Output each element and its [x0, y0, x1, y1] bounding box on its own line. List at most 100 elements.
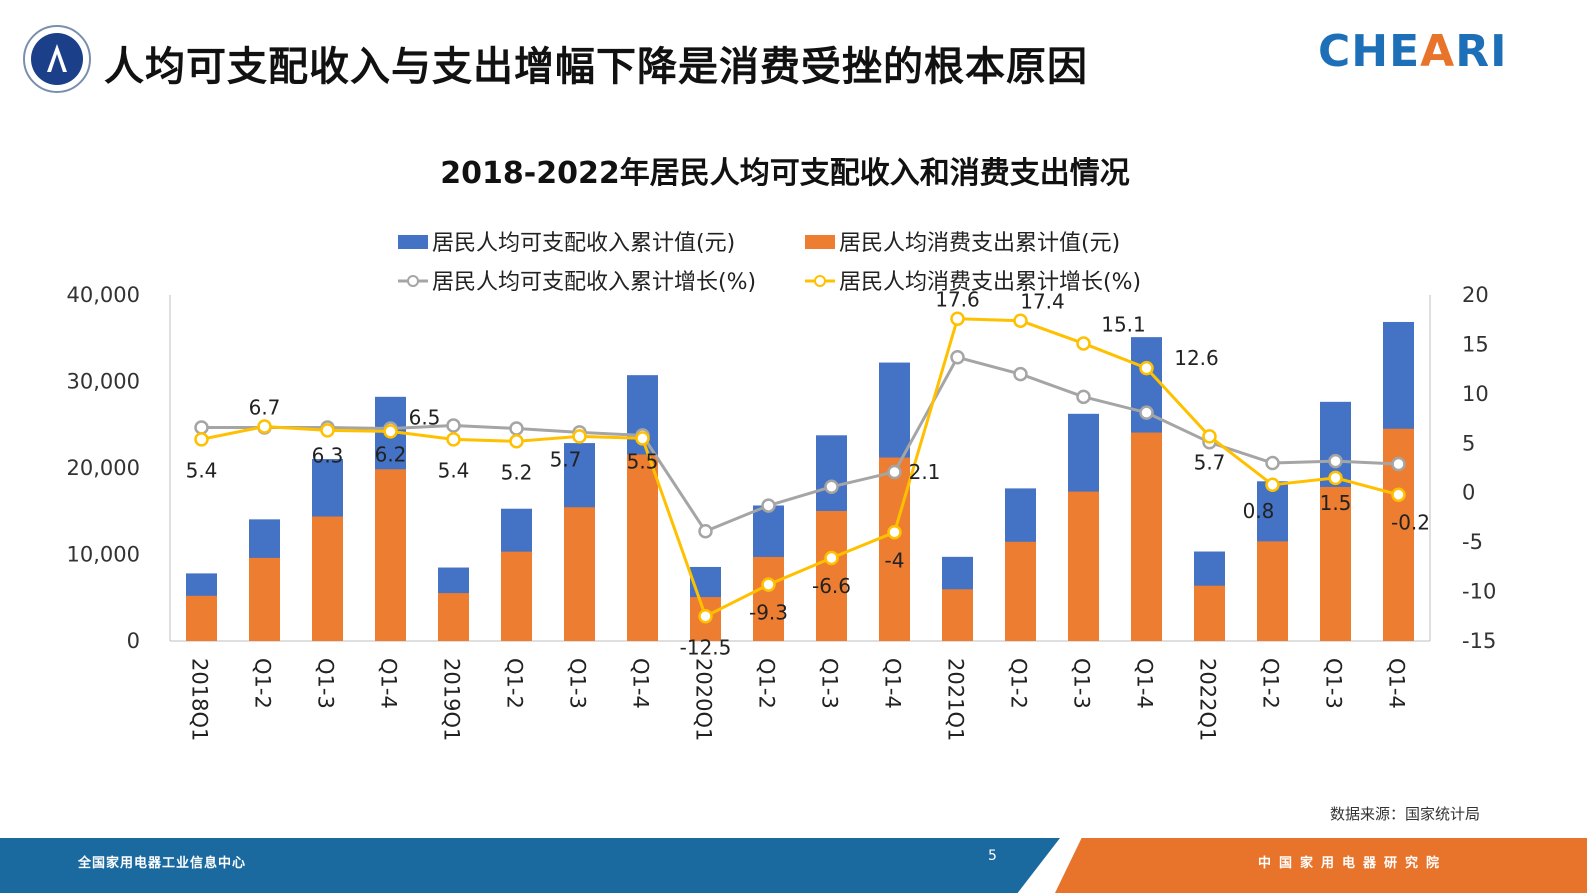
spending-bar — [564, 507, 595, 641]
spending-growth-point — [698, 609, 713, 624]
spending-growth-data-label: -4 — [885, 548, 905, 572]
income-growth-point — [950, 350, 965, 365]
legend-swatch-1 — [805, 235, 835, 249]
page-number: 5 — [988, 848, 997, 864]
spending-growth-point — [572, 429, 587, 444]
x-tick-label: Q1-3 — [566, 658, 590, 709]
spending-bar — [1320, 486, 1351, 641]
income-growth-point — [761, 498, 776, 513]
left-tick-label: 40,000 — [67, 283, 140, 307]
legend-swatch-0 — [398, 235, 428, 249]
spending-bar — [1005, 541, 1036, 641]
right-tick-label: 5 — [1462, 431, 1475, 455]
x-tick-label: 2022Q1 — [1196, 658, 1220, 741]
brand-logo: CHEARI — [1318, 26, 1508, 77]
spending-growth-data-label: -9.3 — [749, 601, 788, 625]
left-tick-label: 30,000 — [67, 370, 140, 394]
spending-growth-data-label: -0.2 — [1391, 511, 1430, 535]
income-growth-point — [698, 524, 713, 539]
income-growth-point — [509, 421, 524, 436]
spending-bar — [879, 457, 910, 641]
spending-bar — [753, 556, 784, 641]
footer-right-band — [1055, 838, 1587, 893]
spending-growth-data-label: -12.5 — [680, 635, 732, 659]
income-growth-line — [201, 355, 1399, 533]
spending-growth-data-label: 5.4 — [438, 458, 470, 482]
spending-growth-point — [194, 432, 209, 447]
spending-growth-point — [1328, 470, 1343, 486]
spending-growth-data-label: 5.7 — [1194, 450, 1226, 474]
x-tick-label: Q1-4 — [1385, 658, 1409, 709]
spending-bar — [942, 589, 973, 641]
right-tick-label: -15 — [1462, 629, 1496, 653]
x-tick-label: Q1-4 — [377, 658, 401, 709]
spending-growth-point — [509, 434, 524, 449]
x-tick-label: 2020Q1 — [692, 658, 716, 741]
income-growth-point — [1328, 453, 1343, 469]
income-growth-point — [1391, 456, 1406, 472]
spending-growth-point — [1391, 487, 1406, 502]
spending-growth-point — [824, 550, 839, 566]
spending-growth-point — [1265, 477, 1280, 493]
spending-bar — [249, 557, 280, 641]
x-tick-label: Q1-4 — [881, 658, 905, 709]
spending-growth-point — [761, 577, 776, 592]
income-spending-chart: 2018-2022年居民人均可支配收入和消费支出情况居民人均可支配收入累计值(元… — [67, 156, 1497, 741]
right-tick-label: 0 — [1462, 481, 1475, 505]
right-tick-label: 15 — [1462, 332, 1489, 356]
x-tick-label: Q1-2 — [1007, 658, 1031, 709]
footer-organization: 全国家用电器工业信息中心 — [78, 856, 247, 871]
x-tick-label: Q1-3 — [1322, 658, 1346, 709]
x-tick-label: Q1-4 — [629, 658, 653, 709]
spending-growth-point — [1013, 313, 1028, 328]
income-growth-point — [446, 418, 461, 433]
spending-growth-point — [383, 424, 398, 439]
footer-left-band — [0, 838, 1060, 893]
spending-growth-data-label: 17.4 — [1020, 290, 1065, 314]
spending-growth-data-label: 6.7 — [249, 395, 281, 419]
income-growth-point — [1265, 455, 1280, 471]
income-growth-point — [1076, 389, 1091, 405]
spending-growth-data-label: 17.6 — [935, 288, 980, 312]
spending-growth-data-label: -6.6 — [812, 574, 851, 598]
legend-label-0: 居民人均可支配收入累计值(元) — [432, 231, 735, 256]
spending-growth-data-label: 5.2 — [501, 460, 533, 484]
spending-growth-data-label: 12.6 — [1174, 346, 1219, 370]
right-tick-label: -5 — [1462, 530, 1483, 554]
x-tick-label: Q1-2 — [1259, 658, 1283, 709]
income-growth-point — [887, 464, 902, 480]
brand-tail: RI — [1455, 26, 1508, 77]
spending-bar — [501, 551, 532, 641]
spending-bar — [375, 469, 406, 641]
footer-institute: 中国家用电器研究院 — [1258, 856, 1448, 871]
x-tick-label: 2021Q1 — [944, 658, 968, 741]
spending-bar — [438, 593, 469, 641]
spending-bar — [1131, 432, 1162, 641]
x-tick-label: Q1-2 — [755, 658, 779, 709]
left-tick-label: 10,000 — [67, 543, 140, 567]
spending-growth-point — [1076, 336, 1091, 351]
brand-main: CHE — [1318, 26, 1421, 77]
spending-growth-point — [950, 311, 965, 326]
x-tick-label: Q1-2 — [503, 658, 527, 709]
extra-data-label: 6.5 — [409, 405, 441, 429]
x-tick-label: Q1-3 — [818, 658, 842, 709]
x-tick-label: Q1-3 — [314, 658, 338, 709]
left-tick-label: 20,000 — [67, 456, 140, 480]
spending-growth-point — [887, 525, 902, 540]
spending-growth-data-label: 5.5 — [627, 449, 659, 473]
income-growth-point — [194, 420, 209, 435]
spending-growth-point — [446, 432, 461, 447]
spending-growth-point — [1139, 360, 1154, 376]
spending-growth-data-label: 6.3 — [312, 443, 344, 467]
legend-marker-3 — [814, 275, 826, 287]
spending-bar — [627, 454, 658, 641]
extra-data-label: 2.1 — [909, 460, 941, 484]
spending-growth-data-label: 5.7 — [550, 447, 582, 471]
income-growth-point — [824, 479, 839, 495]
right-tick-label: -10 — [1462, 580, 1496, 604]
income-growth-point — [1139, 405, 1154, 420]
legend-marker-2 — [407, 275, 419, 287]
income-growth-point — [1013, 366, 1028, 382]
left-tick-label: 0 — [127, 629, 140, 653]
